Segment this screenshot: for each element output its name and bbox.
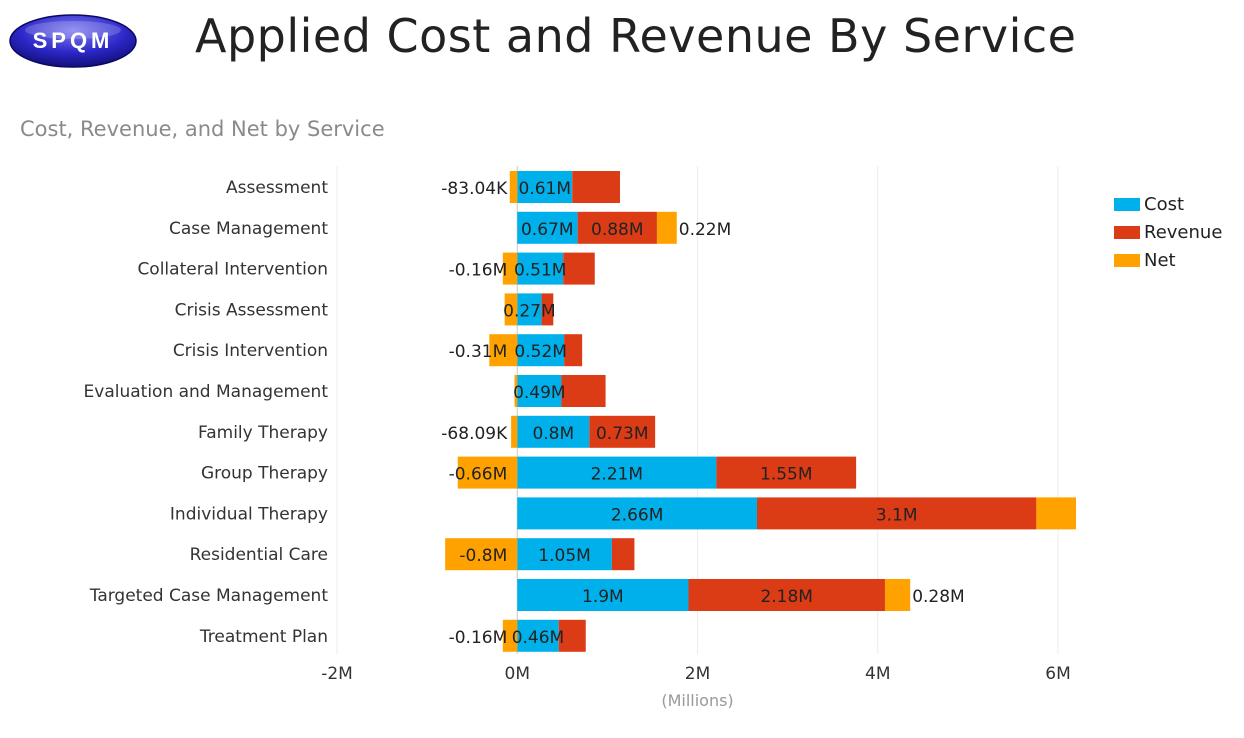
x-tick-label: 0M — [505, 664, 530, 684]
data-label: -0.66M — [449, 465, 508, 485]
bar-revenue — [756, 497, 1037, 530]
x-tick-label: -2M — [321, 664, 353, 684]
data-label: 3.1M — [876, 505, 918, 525]
bar-cost — [517, 293, 542, 326]
category-label: Residential Care — [190, 545, 328, 565]
category-label: Group Therapy — [201, 464, 328, 484]
bar-cost — [517, 497, 757, 530]
bar-revenue — [558, 619, 586, 652]
category-label: Crisis Assessment — [175, 300, 329, 320]
bar-revenue — [611, 538, 635, 571]
bar-cost — [517, 579, 689, 611]
bar-cost — [517, 415, 590, 448]
data-label: -83.04K — [441, 179, 508, 199]
bar-net — [504, 293, 518, 326]
legend-item-cost[interactable]: Cost — [1114, 190, 1222, 218]
data-label: 0.28M — [912, 587, 965, 607]
data-label: 2.18M — [760, 587, 813, 607]
bar-cost — [517, 456, 717, 489]
bar-net — [509, 171, 518, 203]
category-label: Crisis Intervention — [173, 341, 328, 361]
data-label: -0.16M — [449, 261, 508, 281]
bar-revenue — [577, 211, 657, 244]
legend-swatch — [1114, 253, 1140, 267]
legend-item-revenue[interactable]: Revenue — [1114, 218, 1222, 246]
bar-revenue — [561, 375, 606, 407]
category-label: Assessment — [226, 178, 328, 198]
data-label: 0.22M — [679, 220, 732, 240]
data-label: 0.52M — [514, 342, 567, 362]
data-label: 1.9M — [582, 587, 624, 607]
data-label: -0.31M — [449, 342, 508, 362]
x-tick-label: 4M — [865, 664, 890, 684]
x-axis-title: (Millions) — [661, 691, 733, 710]
bar-cost — [517, 375, 562, 407]
data-label: 0.88M — [591, 220, 644, 240]
bar-revenue — [688, 579, 885, 611]
bar-cost — [517, 171, 573, 203]
bar-revenue — [541, 293, 554, 326]
category-label: Evaluation and Management — [84, 382, 329, 402]
x-tick-label: 6M — [1045, 664, 1070, 684]
logo-text: SPQM — [33, 28, 114, 53]
data-label: 0.51M — [514, 261, 567, 281]
legend-label: Revenue — [1144, 221, 1223, 243]
data-label: 1.55M — [760, 465, 813, 485]
bar-net — [457, 456, 518, 489]
category-label: Targeted Case Management — [89, 586, 329, 606]
data-label: 0.73M — [596, 424, 649, 444]
bar-cost — [517, 538, 612, 571]
data-label: 0.27M — [503, 301, 556, 321]
bar-cost — [517, 334, 565, 367]
category-label: Family Therapy — [198, 423, 328, 443]
category-label: Treatment Plan — [199, 627, 328, 647]
chart-legend: Cost Revenue Net — [1114, 190, 1222, 274]
legend-label: Net — [1144, 249, 1176, 271]
data-label: -68.09K — [441, 424, 508, 444]
category-label: Case Management — [169, 219, 328, 239]
bar-revenue — [564, 334, 583, 367]
bar-net — [502, 252, 518, 285]
legend-item-net[interactable]: Net — [1114, 246, 1222, 274]
legend-swatch — [1114, 225, 1140, 239]
bar-net — [511, 415, 518, 448]
bar-revenue — [716, 456, 857, 489]
data-label: 0.61M — [518, 179, 571, 199]
data-label: 0.46M — [512, 628, 565, 648]
data-label: 1.05M — [538, 546, 591, 566]
category-label: Individual Therapy — [170, 504, 328, 524]
x-tick-label: 2M — [685, 664, 710, 684]
data-label: 0.49M — [513, 383, 566, 403]
bar-net — [884, 579, 911, 611]
bar-net — [489, 334, 518, 367]
bar-net — [445, 538, 518, 571]
bar-revenue — [563, 252, 595, 285]
chart-title: Cost, Revenue, and Net by Service — [20, 117, 385, 141]
bar-revenue — [589, 415, 656, 448]
legend-swatch — [1114, 197, 1140, 211]
category-label: Collateral Intervention — [137, 260, 328, 280]
data-label: 0.8M — [532, 424, 574, 444]
bar-revenue — [572, 171, 620, 203]
page-title: Applied Cost and Revenue By Service — [195, 9, 1077, 63]
bar-net — [502, 619, 518, 652]
data-label: -0.8M — [459, 546, 507, 566]
data-label: 2.21M — [591, 465, 644, 485]
bar-cost — [517, 619, 559, 652]
data-label: -0.16M — [449, 628, 508, 648]
bar-cost — [517, 252, 564, 285]
data-label: 2.66M — [611, 505, 664, 525]
bar-net — [514, 375, 518, 407]
bar-cost — [517, 211, 578, 244]
bar-net — [1036, 497, 1077, 530]
data-label: 0.67M — [521, 220, 574, 240]
spqm-logo: SPQM — [9, 14, 137, 68]
bar-net — [656, 211, 677, 244]
legend-label: Cost — [1144, 193, 1185, 215]
